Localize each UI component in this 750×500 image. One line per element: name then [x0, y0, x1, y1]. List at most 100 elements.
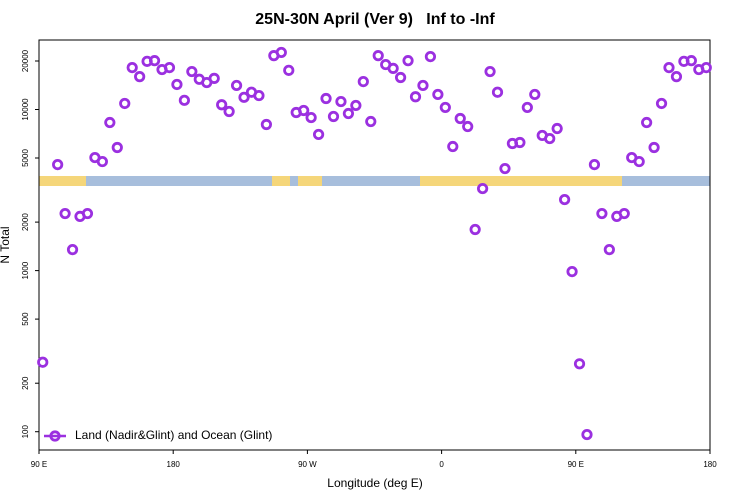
x-tick-label: 0: [439, 460, 444, 469]
data-point: [409, 91, 422, 103]
data-point: [335, 95, 347, 108]
data-point: [238, 91, 250, 103]
data-point: [596, 207, 608, 220]
chart-title: 25N-30N April (Ver 9) Inf to -Inf: [255, 11, 495, 28]
data-point: [469, 223, 481, 236]
data-point: [544, 132, 556, 145]
data-point: [342, 107, 355, 120]
data-point: [603, 244, 615, 256]
data-point: [529, 88, 541, 101]
data-point: [514, 136, 526, 149]
data-point: [432, 88, 444, 101]
data-point: [439, 101, 451, 114]
x-axis-label: Longitude (deg E): [327, 476, 422, 490]
data-point: [573, 358, 586, 370]
y-tick-label: 200: [21, 376, 30, 390]
data-point: [566, 265, 578, 278]
x-tick-label: 180: [167, 460, 181, 469]
y-axis-label: N Total: [0, 226, 12, 263]
legend-label: Land (Nadir&Glint) and Ocean (Glint): [75, 428, 272, 442]
y-tick-label: 20000: [21, 49, 30, 72]
data-point: [253, 89, 265, 102]
data-point: [298, 104, 310, 117]
plot-frame: [38, 39, 711, 451]
data-point: [283, 64, 295, 76]
ocean-band: [39, 176, 710, 186]
data-point: [186, 65, 198, 78]
data-point: [163, 61, 176, 74]
data-point: [208, 72, 220, 84]
y-tick-label: 500: [21, 312, 30, 326]
data-point: [402, 55, 414, 67]
land-band: [272, 176, 290, 186]
data-point: [312, 128, 325, 141]
data-point: [655, 97, 668, 110]
data-point: [223, 105, 235, 118]
data-point: [275, 46, 287, 59]
x-tick-label: 180: [703, 460, 717, 469]
data-point: [633, 155, 645, 168]
data-point: [126, 61, 138, 74]
data-point: [66, 244, 79, 256]
data-point: [119, 97, 131, 110]
data-point: [387, 62, 399, 74]
x-tick-label: 90 E: [568, 460, 584, 469]
data-point: [447, 140, 459, 153]
data-point: [424, 50, 437, 63]
data-point: [417, 79, 429, 92]
y-tick-label: 10000: [21, 98, 30, 121]
data-point: [148, 55, 161, 67]
data-point: [37, 356, 49, 368]
land-band: [420, 176, 622, 186]
data-point: [641, 116, 653, 129]
data-point: [320, 92, 332, 105]
data-point: [305, 111, 317, 124]
data-point: [350, 99, 362, 112]
data-point: [700, 61, 712, 74]
x-tick-label: 90 E: [31, 460, 47, 469]
data-point: [484, 65, 496, 78]
data-point: [454, 112, 466, 125]
data-point: [588, 158, 601, 171]
land-band: [298, 176, 322, 186]
data-point: [104, 116, 116, 129]
data-point: [670, 71, 683, 83]
y-tick-label: 1000: [21, 261, 30, 279]
y-tick-label: 5000: [21, 149, 30, 167]
data-point: [521, 101, 533, 114]
data-point: [171, 78, 183, 91]
data-point: [357, 75, 369, 88]
data-point: [462, 120, 474, 133]
land-band: [39, 176, 86, 186]
x-tick-label: 90 W: [298, 460, 317, 469]
data-point: [499, 162, 511, 175]
data-point: [216, 99, 228, 111]
data-point: [327, 110, 340, 123]
data-point: [581, 428, 593, 441]
land-ocean-strip: [39, 176, 710, 186]
data-point: [365, 115, 377, 128]
y-tick-label: 2000: [21, 213, 30, 231]
data-point: [81, 207, 94, 220]
data-point: [663, 61, 675, 74]
data-point: [394, 71, 407, 84]
data-point: [178, 94, 190, 106]
data-point: [260, 118, 272, 131]
data-point: [111, 141, 123, 154]
data-point: [559, 193, 571, 206]
legend-marker: [49, 430, 61, 442]
data-point: [230, 79, 243, 92]
data-point: [618, 207, 630, 220]
data-point: [551, 122, 563, 135]
data-point: [477, 182, 489, 195]
data-point: [59, 207, 71, 220]
y-tick-label: 100: [21, 424, 30, 438]
data-point: [685, 55, 697, 67]
data-point: [52, 158, 64, 171]
data-point: [372, 50, 384, 62]
data-point: [491, 86, 504, 98]
data-point: [96, 155, 108, 168]
data-point: [134, 71, 146, 83]
data-point: [648, 141, 660, 154]
